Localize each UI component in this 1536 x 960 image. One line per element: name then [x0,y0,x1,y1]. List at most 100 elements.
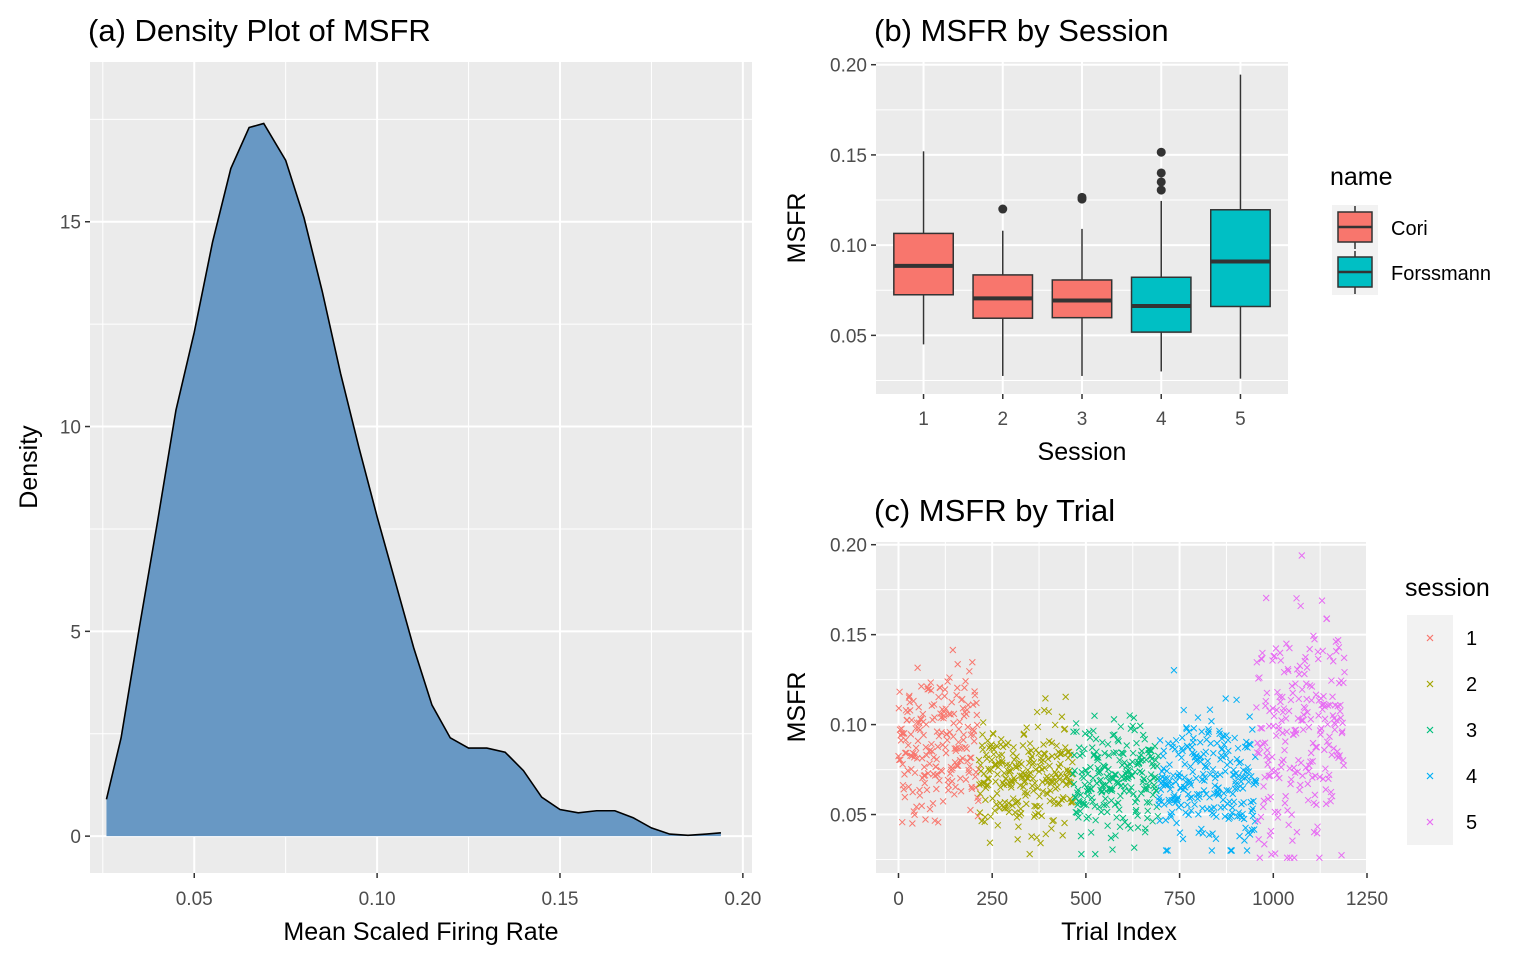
scatter-point [931,772,939,779]
scatter-point [1084,792,1091,800]
scatter-point [1226,758,1234,766]
scatter-point [1305,767,1312,775]
scatter-point [975,756,983,764]
scatter-point [1126,767,1133,775]
scatter-point [1338,729,1346,737]
scatter-point [993,742,1001,750]
scatter-point [913,803,920,811]
scatter-point [976,790,984,797]
scatter-point [1306,645,1314,653]
x-tick-label: 3 [1077,409,1088,430]
scatter-point [959,736,967,744]
scatter-point [1093,748,1100,756]
scatter-point [943,736,951,744]
scatter-point [989,730,997,738]
scatter-point [1036,803,1044,810]
x-tick-label: 750 [1164,889,1196,910]
scatter-point [1002,775,1010,782]
legend-key-session-2: 2 [1426,674,1477,696]
panel-b-title: (b) MSFR by Session [874,13,1169,48]
scatter-point [1073,728,1080,735]
scatter-point [1014,835,1022,843]
scatter-point [1283,854,1291,862]
scatter-point [1159,752,1167,760]
legend-key-marker [1426,818,1434,826]
scatter-point [1316,773,1324,781]
legend-key-marker [1426,634,1434,642]
scatter-point [999,743,1007,751]
scatter-point [1281,738,1289,745]
scatter-point [998,757,1005,765]
scatter-point [1160,747,1168,755]
panel-b-x-label: Session [1038,438,1127,466]
scatter-point [919,710,927,718]
scatter-point [1144,807,1152,815]
scatter-point [920,772,928,779]
scatter-point [1071,767,1079,775]
scatter-point [950,710,958,718]
scatter-point [898,729,906,737]
scatter-point [942,705,950,713]
series-session-1 [895,646,983,827]
scatter-point [1102,787,1110,795]
scatter-point [1277,657,1285,664]
scatter-point [1233,813,1241,820]
scatter-point [1329,657,1337,665]
scatter-point [1312,743,1320,751]
scatter-point [1325,771,1333,779]
scatter-point [1173,795,1181,803]
scatter-point [1168,808,1176,816]
scatter-point [1070,728,1077,736]
scatter-point [931,714,938,721]
scatter-point [1285,707,1293,715]
scatter-point [1300,711,1308,719]
scatter-point [1262,697,1270,705]
scatter-point [1134,824,1142,831]
scatter-point [1089,774,1097,782]
scatter-point [1267,793,1275,801]
scatter-point [900,729,908,737]
scatter-point [1063,772,1071,780]
scatter-point [1281,799,1289,807]
scatter-point [1153,762,1161,770]
scatter-point [1293,828,1301,836]
scatter-point [983,755,991,763]
panel-b: (b) MSFR by Session 0.05 0.10 0.15 0.20 1 2 3… [783,13,1491,466]
panel-c-points [895,552,1348,862]
scatter-point [917,683,925,690]
scatter-point [1304,708,1311,716]
scatter-point [1026,850,1034,858]
scatter-point [912,750,919,758]
scatter-point [1216,771,1224,779]
scatter-point [1210,804,1218,811]
scatter-point [1051,768,1059,776]
y-tick-label: 15 [60,213,81,234]
scatter-point [963,706,971,714]
scatter-point [1332,720,1339,728]
scatter-point [911,811,918,819]
scatter-point [1015,823,1022,831]
scatter-point [1271,850,1279,857]
scatter-point [1077,791,1085,799]
scatter-point [994,821,1002,829]
scatter-point [1231,734,1239,742]
scatter-point [1263,746,1271,754]
scatter-point [1152,756,1159,764]
scatter-point [1087,829,1095,836]
scatter-point [897,756,904,764]
scatter-point [1301,704,1309,712]
panel-b-legend: name Cori Forssmann [1330,163,1491,295]
panel-a-density [105,122,721,837]
scatter-point [1316,854,1323,862]
series-session-5 [1253,552,1348,862]
scatter-point [1247,741,1254,748]
scatter-point [927,687,935,694]
scatter-point [948,698,956,706]
scatter-point [1099,738,1106,746]
scatter-point [1298,552,1306,559]
scatter-point [1005,808,1013,816]
scatter-point [994,770,1001,778]
scatter-point [1304,780,1312,788]
scatter-point [955,725,963,733]
scatter-point [1040,706,1048,714]
